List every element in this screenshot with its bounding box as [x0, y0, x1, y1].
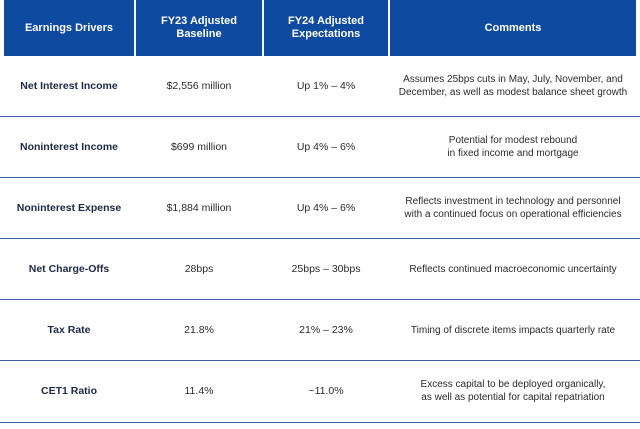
header-earnings-drivers-label: Earnings Drivers — [24, 21, 114, 34]
expectation-cell: Up 1% – 4% — [296, 79, 356, 92]
driver-cell: Noninterest Income — [19, 140, 119, 153]
table-header: Earnings Drivers FY23 Adjusted Baseline … — [0, 0, 640, 56]
baseline-cell: $1,884 million — [166, 201, 232, 214]
comment-line: Timing of discrete items impacts quarter… — [410, 324, 616, 336]
header-comments-label: Comments — [484, 21, 542, 34]
comment-cell: Reflects continued macroeconomic uncerta… — [390, 239, 636, 299]
comment-line: with a continued focus on operational ef… — [404, 209, 622, 220]
header-fy23-line2: Baseline — [176, 28, 222, 40]
baseline-cell: $699 million — [170, 140, 228, 153]
comment-line: Assumes 25bps cuts in May, July, Novembe… — [403, 74, 623, 85]
header-fy23-line1: FY23 Adjusted — [161, 15, 237, 27]
comment-line: as well as potential for capital repatri… — [421, 392, 605, 403]
driver-cell: Net Charge-Offs — [28, 262, 110, 275]
header-earnings-drivers: Earnings Drivers — [4, 0, 134, 56]
header-fy24-line2: Expectations — [291, 28, 361, 40]
comment-cell: Timing of discrete items impacts quarter… — [390, 300, 636, 360]
comment-line: Excess capital to be deployed organicall… — [420, 379, 606, 390]
expectation-cell: 25bps – 30bps — [291, 262, 361, 275]
comment-line: in fixed income and mortgage — [447, 148, 579, 159]
table-row: Noninterest Expense $1,884 million Up 4%… — [0, 178, 640, 239]
baseline-cell: 28bps — [184, 262, 214, 275]
header-fy24-line1: FY24 Adjusted — [288, 15, 364, 27]
driver-cell: CET1 Ratio — [40, 384, 97, 397]
driver-cell: Tax Rate — [47, 323, 91, 336]
comment-cell: Assumes 25bps cuts in May, July, Novembe… — [390, 56, 636, 116]
expectation-cell: 21% – 23% — [299, 323, 353, 336]
header-fy24-expectations: FY24 Adjusted Expectations — [264, 0, 388, 56]
header-comments: Comments — [390, 0, 636, 56]
driver-cell: Net Interest Income — [20, 79, 118, 92]
driver-cell: Noninterest Expense — [16, 201, 122, 214]
comment-cell: Potential for modest rebound in fixed in… — [390, 117, 636, 177]
expectation-cell: Up 4% – 6% — [296, 201, 356, 214]
comment-line: Reflects continued macroeconomic uncerta… — [409, 263, 617, 275]
comment-line: December, as well as modest balance shee… — [398, 87, 628, 98]
table-row: Noninterest Income $699 million Up 4% – … — [0, 117, 640, 178]
baseline-cell: 11.4% — [184, 384, 214, 397]
comment-cell: Excess capital to be deployed organicall… — [390, 361, 636, 421]
table-row: Tax Rate 21.8% 21% – 23% Timing of discr… — [0, 300, 640, 361]
comment-cell: Reflects investment in technology and pe… — [390, 178, 636, 238]
comment-line: Reflects investment in technology and pe… — [405, 196, 621, 207]
comment-line: Potential for modest rebound — [448, 135, 578, 146]
baseline-cell: 21.8% — [184, 323, 214, 336]
expectation-cell: Up 4% – 6% — [296, 140, 356, 153]
header-fy23-baseline: FY23 Adjusted Baseline — [136, 0, 262, 56]
baseline-cell: $2,556 million — [166, 79, 232, 92]
table-row: Net Charge-Offs 28bps 25bps – 30bps Refl… — [0, 239, 640, 300]
expectation-cell: ~11.0% — [308, 384, 344, 397]
table-row: CET1 Ratio 11.4% ~11.0% Excess capital t… — [0, 361, 640, 423]
table-row: Net Interest Income $2,556 million Up 1%… — [0, 56, 640, 117]
